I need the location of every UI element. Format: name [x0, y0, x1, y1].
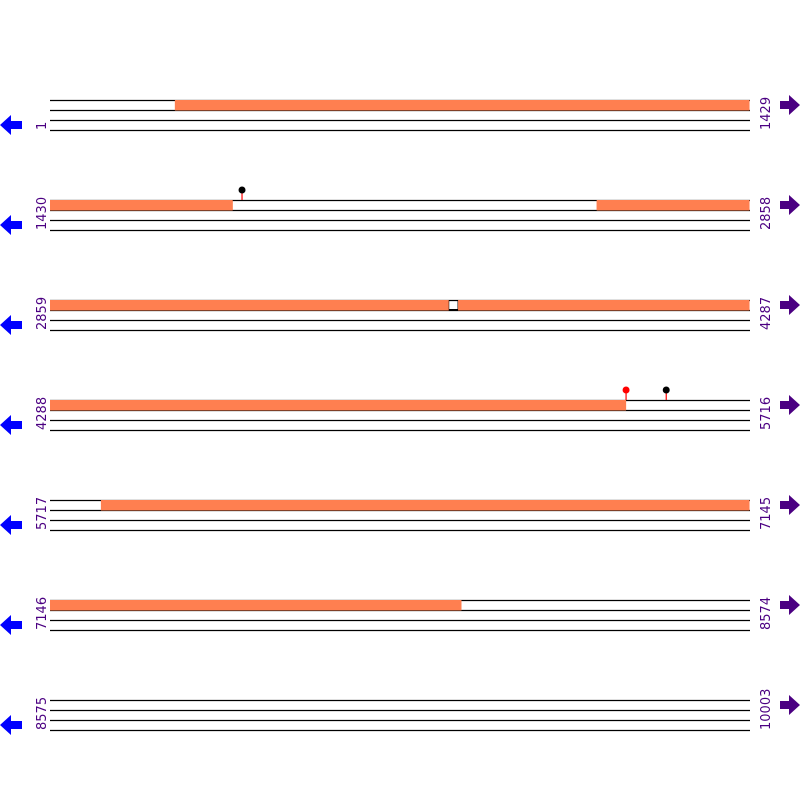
row-start-label: 5717 [35, 497, 50, 530]
row-end-label: 4287 [759, 297, 774, 330]
arrow-left-icon[interactable] [0, 715, 22, 735]
feature-bar [50, 400, 627, 411]
arrow-right-icon[interactable] [780, 295, 800, 315]
arrow-right-icon[interactable] [780, 495, 800, 515]
arrow-right-icon[interactable] [780, 195, 800, 215]
feature-bar [50, 300, 449, 311]
row-end-label: 8574 [759, 597, 774, 630]
feature-bar [100, 500, 750, 511]
arrow-left-icon[interactable] [0, 215, 22, 235]
gap-box [448, 300, 459, 310]
row-start-label: 2859 [35, 297, 50, 330]
row-start-label: 8575 [35, 697, 50, 730]
row-end-label: 10003 [759, 689, 774, 730]
row-end-label: 5716 [759, 397, 774, 430]
row-end-label: 7145 [759, 497, 774, 530]
feature-bar [50, 200, 233, 211]
row-start-label: 1430 [35, 197, 50, 230]
row-start-label: 4288 [35, 397, 50, 430]
row-end-label: 1429 [759, 97, 774, 130]
arrow-right-icon[interactable] [780, 395, 800, 415]
arrow-left-icon[interactable] [0, 515, 22, 535]
row-start-label: 1 [35, 122, 50, 130]
arrow-right-icon[interactable] [780, 595, 800, 615]
marker-dot [238, 186, 246, 194]
marker-dot [622, 386, 630, 394]
arrow-right-icon[interactable] [780, 95, 800, 115]
marker-dot [662, 386, 670, 394]
row-start-label: 7146 [35, 597, 50, 630]
feature-bar [174, 100, 750, 111]
arrow-left-icon[interactable] [0, 415, 22, 435]
feature-bar [50, 600, 462, 611]
arrow-left-icon[interactable] [0, 615, 22, 635]
row-end-label: 2858 [759, 197, 774, 230]
arrow-right-icon[interactable] [780, 695, 800, 715]
arrow-left-icon[interactable] [0, 115, 22, 135]
feature-bar [596, 200, 750, 211]
arrow-left-icon[interactable] [0, 315, 22, 335]
feature-bar [458, 300, 750, 311]
